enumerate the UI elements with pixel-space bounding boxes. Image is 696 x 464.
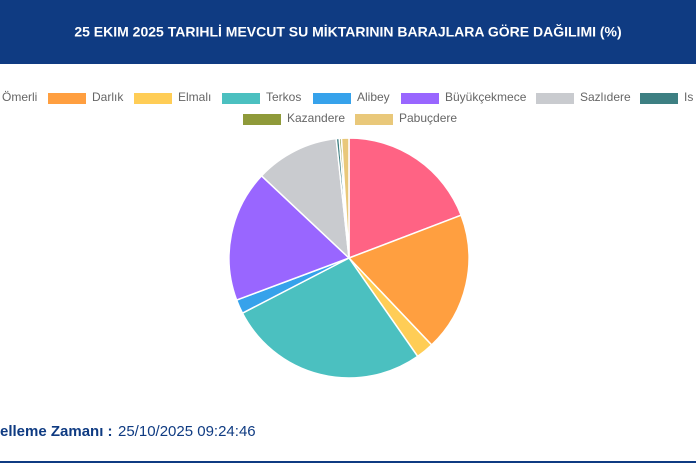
legend-label: Büyükçekmece: [445, 90, 527, 104]
pie-slice: [340, 137, 350, 259]
pie-slice: [241, 257, 419, 379]
legend-swatch: [536, 93, 574, 104]
legend-label: Pabuçdere: [399, 111, 457, 125]
pie-slice: [228, 174, 351, 302]
legend-label: Ömerli: [2, 90, 37, 104]
legend-swatch: [48, 93, 86, 104]
legend-label: Darlık: [92, 90, 124, 104]
legend-swatch: [401, 93, 439, 104]
legend-label: Elmalı: [178, 90, 211, 104]
legend-label: Kazandere: [287, 111, 345, 125]
legend-swatch: [313, 93, 351, 104]
legend-swatch: [134, 93, 172, 104]
legend-label: Sazlıdere: [580, 90, 631, 104]
chart-title: 25 EKIM 2025 TARIHLİ MEVCUT SU MİKTARINI…: [74, 23, 621, 40]
legend-label: Alibey: [357, 90, 390, 104]
footer-label: elleme Zamanı :: [0, 423, 113, 440]
legend-swatch: [355, 114, 393, 125]
legend-swatch: [640, 93, 678, 104]
legend-swatch: [222, 93, 260, 104]
pie-slice: [347, 214, 470, 347]
legend-label: Terkos: [266, 90, 301, 104]
pie-slice: [260, 137, 350, 260]
header-band: [0, 0, 696, 64]
legend-swatch: [243, 114, 281, 125]
footer-value: 25/10/2025 09:24:46: [118, 423, 256, 440]
pie-slice: [348, 137, 463, 260]
legend-label: Is: [684, 90, 693, 104]
